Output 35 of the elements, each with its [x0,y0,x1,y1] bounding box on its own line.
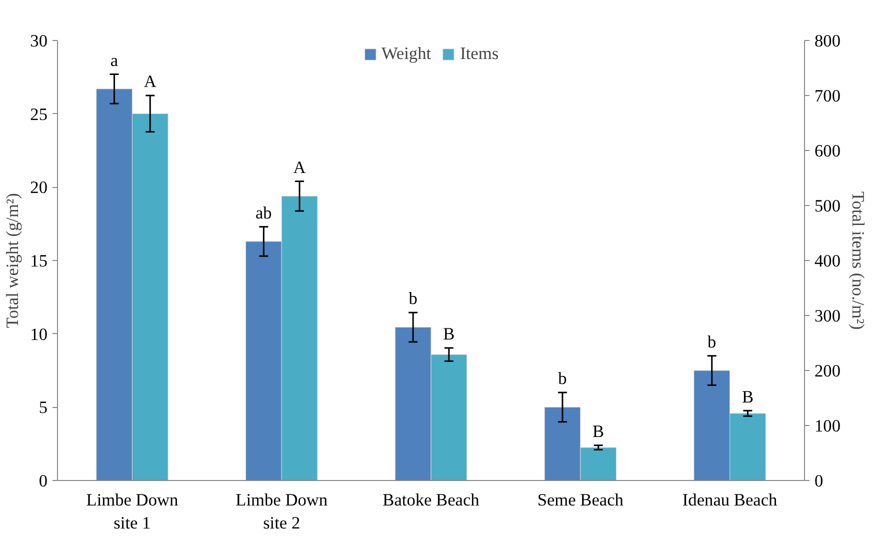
data-label: A [144,72,157,92]
y-tick-label: 20 [30,178,48,198]
y2-tick-label: 0 [814,472,824,490]
data-label: a [110,50,118,70]
y-tick-label: 25 [30,104,48,124]
x-tick-label: Idenau Beach [682,490,778,510]
x-tick-label: Seme Beach [537,490,624,510]
data-label: B [742,387,754,406]
y-tick-label: 15 [30,252,48,270]
legend-label: Weight [381,44,432,64]
y2-tick-label: 500 [814,196,840,216]
y-tick-label: 10 [30,324,48,344]
data-label: b [708,332,716,352]
data-label: B [592,422,604,441]
x-tick-label: Limbe Down site 1 [86,490,178,532]
data-label: A [293,158,306,177]
y2-tick-label: 800 [814,32,840,50]
y2-axis-title: Total items (no./m²) [848,191,868,330]
data-label: ab [255,203,272,222]
y2-tick-label: 700 [814,86,840,106]
y-axis-title: Total weight (g/m²) [3,192,22,328]
data-label: b [558,369,567,388]
y-tick-label: 5 [38,398,48,418]
data-label: B [443,324,455,344]
y2-tick-label: 600 [814,142,840,160]
y-tick-label: 0 [38,472,48,490]
y2-tick-label: 300 [814,306,840,326]
y2-tick-label: 100 [814,416,840,436]
x-tick-label: Limbe Down site 2 [236,490,328,532]
y2-tick-label: 400 [814,252,840,270]
x-tick-label: Batoke Beach [382,490,480,510]
y-tick-label: 30 [30,32,48,50]
data-label: b [408,289,418,308]
y2-tick-label: 200 [814,362,840,380]
legend-label: Items [460,44,499,64]
